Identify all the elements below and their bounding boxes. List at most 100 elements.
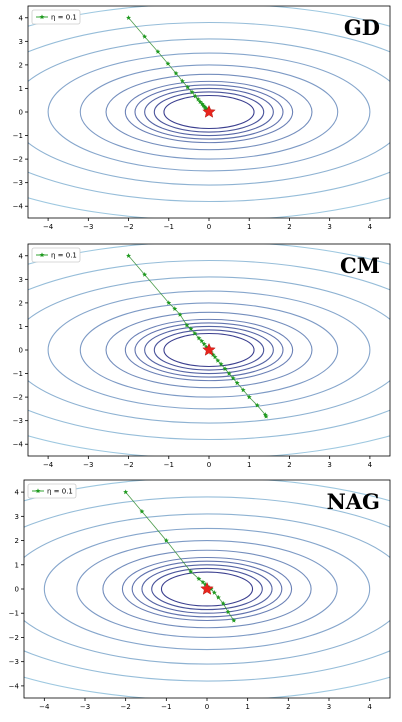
- trajectory-point: [197, 99, 203, 104]
- y-tick-label: −4: [13, 203, 24, 211]
- x-tick-label: 1: [245, 703, 249, 711]
- y-tick-label: −3: [13, 179, 23, 187]
- contour-level-8: [43, 527, 371, 651]
- trajectory-point: [165, 61, 171, 66]
- contour-lines: [28, 6, 390, 218]
- legend: η = 0.1: [31, 247, 81, 263]
- trajectory-point: [234, 380, 240, 386]
- x-tick-label: 0: [205, 703, 209, 711]
- legend-marker: [35, 488, 41, 494]
- y-tick-label: 4: [19, 14, 24, 22]
- trajectory-point: [184, 322, 190, 328]
- trajectory-point: [215, 594, 221, 600]
- y-tick-label: −2: [13, 394, 23, 402]
- x-tick-label: 3: [327, 461, 331, 469]
- contour-level-1: [163, 332, 255, 368]
- trajectory-point: [166, 300, 172, 305]
- contour-lines: [28, 244, 390, 456]
- contour-level-7: [79, 64, 339, 160]
- y-tick-label: 1: [19, 323, 23, 331]
- trajectory-point: [179, 78, 185, 84]
- contour-level-10: [28, 259, 390, 441]
- trajectory-point: [212, 354, 218, 360]
- y-tick-label: −1: [13, 132, 23, 140]
- x-tick-label: 1: [247, 223, 251, 231]
- x-tick-label: −1: [161, 703, 171, 711]
- legend-marker: [39, 252, 45, 258]
- x-tick-label: −1: [164, 223, 174, 231]
- contour-level-1: [160, 571, 254, 607]
- trajectory-point: [192, 93, 198, 99]
- trajectory-point: [222, 366, 228, 371]
- x-tick-label: 2: [286, 703, 290, 711]
- trajectory-point: [163, 537, 169, 543]
- axis-ticks: −4 −3 −2 −1 0 1 2 3 4 −4 −3 −2 −1 0 1 2 3 4: [9, 489, 373, 711]
- trajectory-point: [215, 358, 221, 363]
- contour-level-4: [134, 322, 284, 378]
- contour-level-7: [76, 540, 338, 638]
- x-tick-label: −4: [39, 703, 50, 711]
- trajectory-point: [196, 576, 202, 581]
- legend-box: [27, 483, 77, 499]
- trajectory-point: [196, 335, 202, 341]
- legend-label: η = 0.1: [47, 488, 73, 496]
- trajectory-point: [254, 402, 260, 408]
- trajectory-point: [225, 609, 231, 615]
- trajectory-point: [201, 341, 207, 347]
- y-tick-label: 3: [19, 38, 23, 46]
- contour-level-9: [28, 276, 390, 424]
- optimizer-trajectory: [123, 489, 237, 623]
- contour-level-8: [47, 52, 371, 172]
- trajectory-point: [142, 34, 148, 39]
- x-tick-label: −2: [121, 703, 131, 711]
- contour-level-2: [151, 567, 263, 611]
- x-tick-label: 3: [327, 703, 331, 711]
- y-tick-label: −2: [9, 634, 19, 642]
- x-tick-label: −3: [83, 461, 93, 469]
- trajectory-point: [155, 49, 161, 54]
- x-tick-label: 3: [327, 223, 331, 231]
- x-tick-label: 4: [367, 703, 372, 711]
- y-tick-label: 0: [19, 347, 23, 355]
- panel-title: GD: [344, 15, 380, 40]
- contour-lines: [24, 480, 390, 698]
- contour-level-3: [144, 325, 274, 375]
- optimizer-trajectory: [126, 253, 269, 419]
- x-tick-label: −2: [123, 223, 133, 231]
- y-tick-label: 2: [15, 537, 19, 545]
- y-tick-label: 4: [15, 489, 20, 497]
- y-tick-label: 0: [15, 586, 19, 594]
- axis-ticks: −4 −3 −2 −1 0 1 2 3 4 −4 −3 −2 −1 0 1 2 3 4: [13, 14, 373, 231]
- y-tick-label: −4: [9, 682, 20, 690]
- panel-cm: −4 −3 −2 −1 0 1 2 3 4 −4 −3 −2 −1 0 1 2 3 4 η = 0.1 CM: [13, 243, 391, 469]
- trajectory-point: [231, 617, 237, 623]
- contour-level-3: [141, 564, 273, 614]
- contour-level-3: [144, 87, 274, 137]
- trajectory-point: [172, 306, 178, 311]
- y-tick-label: −1: [13, 370, 23, 378]
- y-tick-label: 3: [15, 513, 19, 521]
- x-tick-label: 2: [287, 461, 291, 469]
- legend-label: η = 0.1: [51, 252, 77, 260]
- contour-level-4: [131, 560, 283, 618]
- y-tick-label: −3: [9, 658, 19, 666]
- trajectory-point: [126, 15, 132, 20]
- y-tick-label: 2: [19, 299, 23, 307]
- x-tick-label: 0: [207, 461, 211, 469]
- panel-title: NAG: [327, 489, 380, 514]
- contour-level-5: [124, 318, 294, 382]
- legend-marker: [39, 14, 45, 20]
- panel-title: CM: [340, 253, 380, 278]
- contour-level-6: [105, 311, 313, 389]
- trajectory-point: [200, 579, 206, 585]
- contour-level-6: [105, 73, 313, 151]
- optimum-star-marker: [202, 342, 216, 356]
- x-tick-label: 4: [368, 461, 373, 469]
- x-tick-label: 2: [287, 223, 291, 231]
- x-tick-label: −3: [80, 703, 90, 711]
- contour-level-10: [24, 496, 390, 682]
- trajectory-point: [218, 361, 224, 367]
- trajectory-point: [173, 70, 179, 76]
- x-tick-label: 1: [247, 461, 251, 469]
- x-tick-label: −3: [83, 223, 93, 231]
